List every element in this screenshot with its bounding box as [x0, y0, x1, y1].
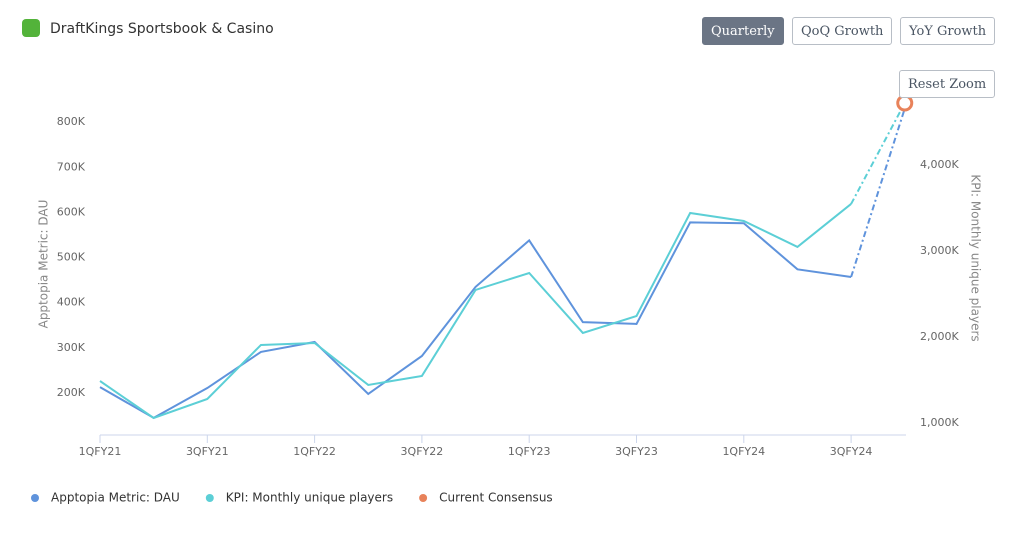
- view-button[interactable]: YoY Growth: [900, 17, 996, 45]
- x-tick-label: 3QFY21: [186, 445, 229, 458]
- x-tick-label: 1QFY22: [293, 445, 336, 458]
- projection-line: [850, 108, 906, 278]
- y-tick-label: 200K: [57, 386, 86, 399]
- x-tick-label: 1QFY24: [722, 445, 765, 458]
- chart-title: DraftKings Sportsbook & Casino: [50, 21, 274, 37]
- y-tick-label: 300K: [57, 341, 86, 354]
- x-tick-label: 3QFY24: [830, 445, 873, 458]
- app-icon: [22, 19, 40, 37]
- view-button[interactable]: QoQ Growth: [792, 17, 893, 45]
- y-axis-title: Apptopia Metric: DAU: [37, 200, 51, 329]
- legend-marker: [31, 494, 39, 502]
- legend-label: Current Consensus: [439, 491, 553, 505]
- projection-line: [850, 102, 906, 205]
- y-tick-label: 800K: [57, 115, 86, 128]
- y-tick-label: 600K: [57, 205, 86, 218]
- reset-zoom-button[interactable]: Reset Zoom: [899, 70, 996, 98]
- y-tick-label: 700K: [57, 160, 86, 173]
- y2-tick-label: 2,000K: [920, 330, 959, 343]
- x-tick-label: 3QFY23: [615, 445, 658, 458]
- legend-marker: [419, 494, 428, 502]
- legend-label: Apptopia Metric: DAU: [51, 491, 180, 505]
- y2-tick-label: 4,000K: [920, 158, 959, 171]
- y-tick-label: 400K: [57, 296, 86, 309]
- legend-marker: [205, 494, 214, 502]
- y2-tick-label: 1,000K: [920, 416, 959, 429]
- y-tick-label: 500K: [57, 251, 86, 264]
- series-line: [99, 203, 852, 420]
- x-tick-label: 1QFY23: [508, 445, 551, 458]
- y2-tick-label: 3,000K: [920, 244, 959, 257]
- view-button[interactable]: Quarterly: [702, 17, 784, 45]
- legend-label: KPI: Monthly unique players: [226, 491, 393, 505]
- x-tick-label: 3QFY22: [401, 445, 444, 458]
- y2-axis-title: KPI: Monthly unique players: [969, 174, 983, 341]
- series-line: [99, 221, 852, 419]
- x-tick-label: 1QFY21: [79, 445, 122, 458]
